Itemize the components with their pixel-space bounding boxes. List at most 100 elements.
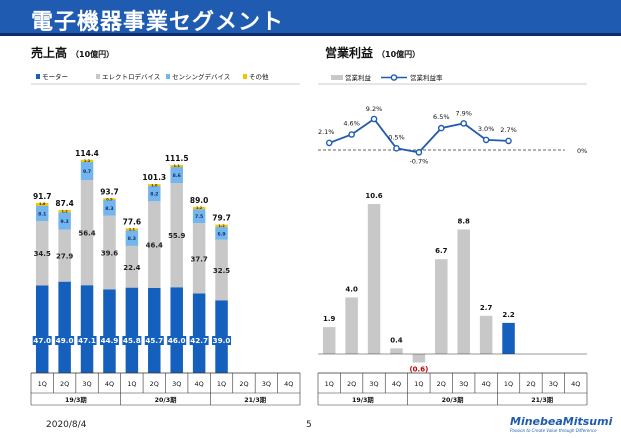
profit-bar: [412, 354, 426, 363]
profit-bar: [390, 348, 403, 354]
bar-label-bg-motor: [122, 336, 142, 345]
bar-total-label: 89.0: [190, 196, 209, 205]
bar-other: [103, 198, 116, 201]
bar-label-electro: 34.5: [34, 250, 51, 258]
legend-swatch-electro: [96, 74, 100, 79]
bar-label-electro: 39.6: [101, 249, 118, 257]
bar-label-sensing: 8.2: [150, 192, 158, 198]
legend-label-electro: エレクトロデバイス: [102, 72, 160, 81]
bar-other: [35, 203, 49, 206]
margin-label: 2.1%: [318, 128, 335, 136]
bar-other: [125, 228, 139, 231]
bar-label-sensing: 7.5: [195, 214, 203, 220]
profit-label: (0.6): [409, 365, 428, 373]
profit-chart-title-text: 営業利益: [325, 46, 374, 60]
x-group-label: 21/3期: [531, 395, 553, 404]
profit-bar: [435, 259, 448, 354]
x-tick-label: 2Q: [150, 380, 159, 388]
x-tick-label: 2Q: [347, 380, 356, 388]
company-logo: MinebeaMitsumi Passion to Create Value t…: [510, 416, 616, 436]
bar-electro: [80, 180, 94, 286]
bar-label-motor: 47.0: [33, 336, 51, 345]
bar-motor: [58, 281, 71, 373]
bar-total-label: 101.3: [142, 173, 166, 182]
bar-electro: [192, 223, 206, 294]
bar-total-label: 93.7: [100, 187, 119, 196]
margin-label: 9.2%: [366, 105, 383, 113]
page-number: 5: [306, 420, 312, 430]
x-tick-label: 1Q: [217, 380, 226, 388]
legend-marker-margin: [390, 74, 398, 81]
profit-label: 10.6: [365, 192, 382, 200]
profit-label: 2.2: [502, 311, 515, 319]
bar-sensing: [192, 209, 206, 224]
bar-label-motor: 44.9: [101, 336, 119, 345]
bar-motor: [170, 287, 183, 373]
x-tick-label: 1Q: [414, 380, 423, 388]
bar-label-other: 1.0: [151, 183, 158, 187]
profit-bar: [457, 229, 470, 354]
bar-label-other: 0.9: [106, 198, 113, 202]
bar-label-other: 1.6: [39, 202, 46, 206]
x-tick-label: 3Q: [172, 380, 181, 388]
x-tick-label: 1Q: [127, 380, 136, 388]
bar-other: [192, 206, 206, 210]
bar-other: [148, 184, 161, 187]
bar-motor: [148, 287, 161, 373]
bar-label-bg-motor: [77, 336, 97, 345]
margin-point: [437, 124, 445, 132]
profit-chart-unit: （10億円）: [377, 50, 421, 59]
bar-label-electro: 46.4: [146, 242, 163, 250]
margin-point: [393, 145, 400, 152]
bar-label-sensing: 9.7: [83, 169, 91, 175]
legend-label-other: その他: [249, 72, 269, 81]
bar-sensing: [125, 230, 139, 246]
bar-total-label: 111.5: [165, 154, 189, 163]
bar-other: [170, 164, 183, 168]
bar-label-electro: 37.7: [190, 255, 207, 263]
bar-label-sensing: 8.3: [105, 206, 113, 212]
bar-electro: [148, 201, 161, 288]
margin-label: -0.7%: [409, 157, 428, 165]
margin-point: [370, 115, 378, 123]
bar-total-label: 114.4: [75, 149, 99, 158]
bar-electro: [125, 245, 139, 288]
bar-total-label: 79.7: [212, 214, 231, 223]
x-tick-label: 2Q: [437, 380, 446, 388]
bar-sensing: [80, 161, 94, 181]
bar-electro: [58, 229, 71, 282]
bar-label-bg-motor: [167, 336, 187, 345]
bar-sensing: [215, 226, 228, 240]
x-tick-label: 4Q: [571, 380, 580, 388]
x-tick-label: 3Q: [369, 380, 378, 388]
bar-motor: [125, 287, 139, 373]
bar-label-motor: 46.0: [168, 336, 186, 345]
legend-swatch-other: [243, 74, 247, 79]
x-group-label: 20/3期: [442, 395, 464, 404]
bar-label-electro: 22.4: [123, 264, 140, 272]
x-tick-label: 3Q: [549, 380, 558, 388]
profit-bar: [479, 315, 493, 354]
margin-label: 7.9%: [455, 109, 472, 117]
bar-other: [80, 159, 94, 162]
bar-motor: [80, 285, 94, 373]
bar-label-electro: 55.9: [168, 232, 185, 240]
bar-sensing: [148, 186, 161, 202]
bar-label-motor: 39.0: [213, 336, 231, 345]
bar-total-label: 77.6: [123, 217, 142, 226]
bar-label-other: 1.1: [174, 164, 181, 168]
bar-label-electro: 56.4: [78, 230, 95, 238]
margin-point: [482, 136, 490, 144]
x-group-label: 21/3期: [244, 395, 266, 404]
legend-swatch-motor: [36, 74, 40, 79]
margin-label: 0.5%: [388, 133, 405, 141]
footer-date: 2020/8/4: [46, 420, 87, 430]
bar-label-other: 1.1: [129, 228, 136, 232]
page-title: 電子機器事業セグメント: [31, 10, 285, 35]
bar-label-bg-motor: [32, 336, 52, 345]
bar-label-other: 1.2: [218, 224, 225, 228]
x-tick-label: 2Q: [60, 380, 69, 388]
